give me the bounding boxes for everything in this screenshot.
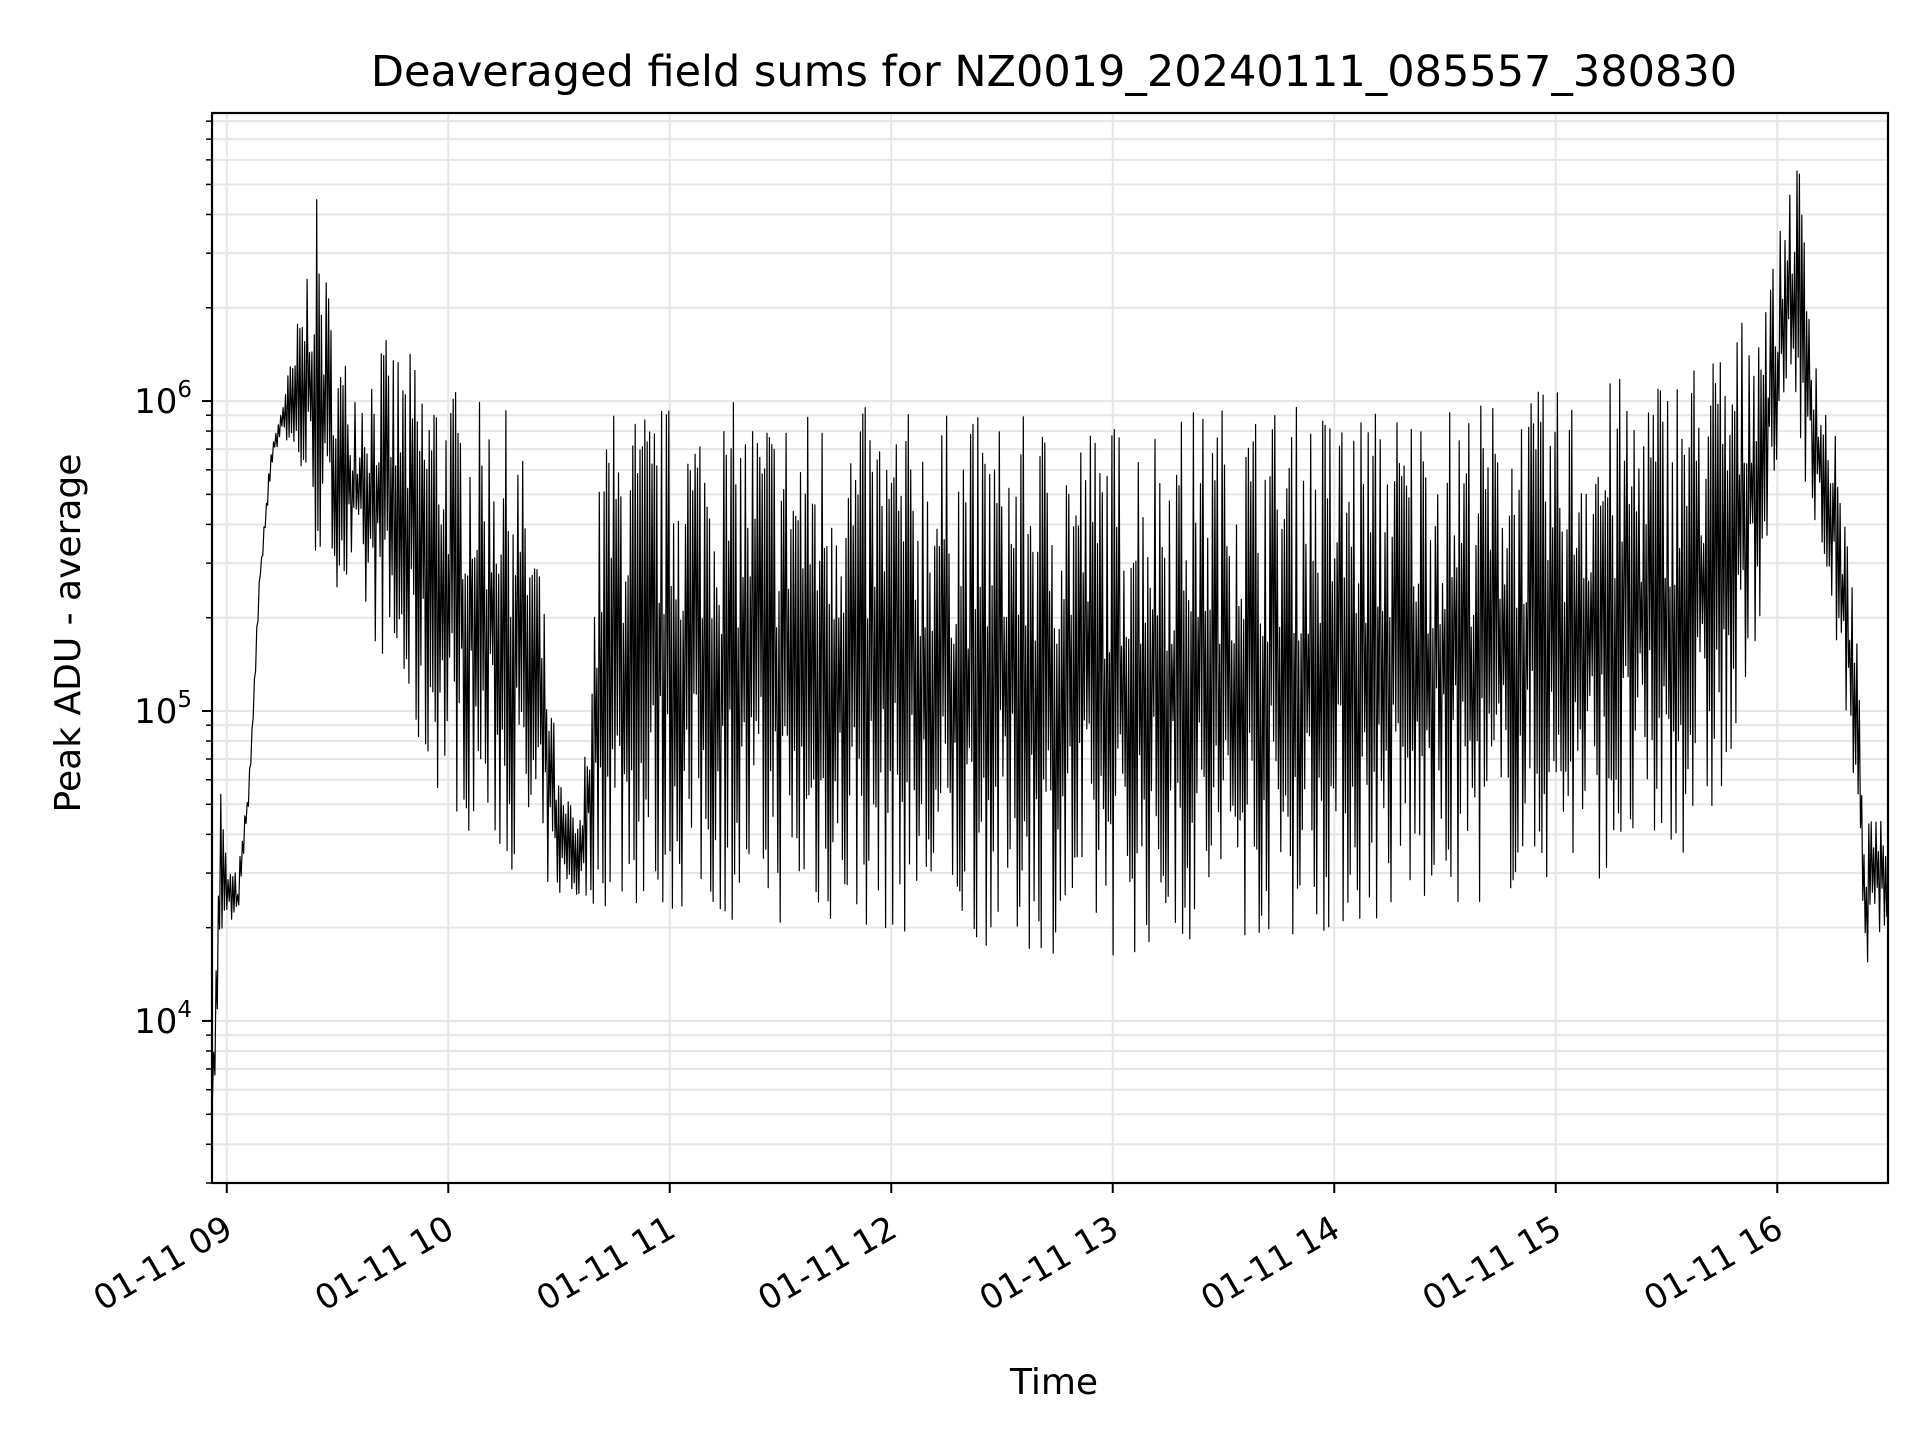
y-tick-label: 106: [134, 377, 192, 422]
y-tick-label: 105: [134, 687, 192, 732]
y-axis: 104 105 106: [134, 120, 212, 1184]
plot-area: [210, 170, 1889, 1115]
y-tick-label: 104: [134, 997, 192, 1042]
axes-frame: [210, 111, 1890, 1185]
y-axis-label: Peak ADU - average: [48, 454, 89, 813]
chart-title: Deaveraged field sums for NZ0019_2024011…: [371, 47, 1737, 97]
series-line: [210, 170, 1889, 1115]
grid: [212, 113, 1888, 1184]
x-axis-label: Time: [1009, 1362, 1098, 1403]
